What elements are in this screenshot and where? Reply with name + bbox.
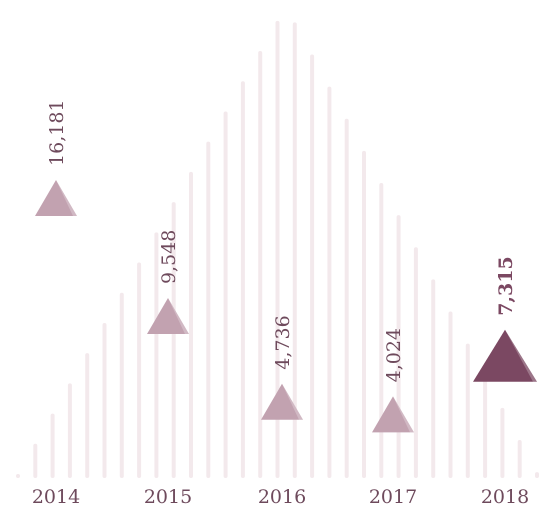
triangle-shade (505, 329, 537, 382)
triangle-marker (147, 298, 189, 335)
x-tick-label: 2015 (144, 486, 192, 508)
value-label: 9,548 (158, 230, 180, 284)
x-tick-label: 2017 (369, 486, 417, 508)
x-tick-label: 2018 (481, 486, 529, 508)
background-stripes (16, 20, 539, 478)
triangle-shade (56, 179, 77, 216)
x-tick-label: 2016 (258, 486, 306, 508)
x-tick-label: 2014 (32, 486, 80, 508)
triangle-shade (168, 298, 189, 335)
value-label: 4,736 (272, 315, 294, 369)
triangle-marker (35, 179, 77, 216)
value-label: 7,315 (495, 256, 517, 316)
triangle-shade (393, 396, 414, 433)
value-label: 4,024 (383, 328, 405, 382)
triangle-marker (473, 329, 537, 382)
triangle-shade (282, 383, 303, 420)
triangle-marker (261, 383, 303, 420)
triangle-marker (372, 396, 414, 433)
value-label: 16,181 (46, 99, 68, 165)
